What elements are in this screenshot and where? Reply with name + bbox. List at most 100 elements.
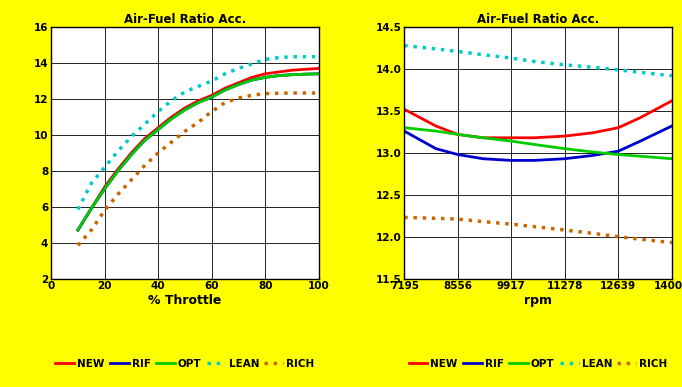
Legend: NEW, RIF, OPT, LEAN, RICH: NEW, RIF, OPT, LEAN, RICH — [55, 359, 314, 369]
RIF — [530, 158, 538, 163]
Line: OPT: OPT — [404, 128, 672, 159]
NEW — [507, 135, 516, 140]
NEW — [636, 115, 644, 120]
LEAN — [454, 49, 462, 54]
NEW — [432, 124, 440, 128]
NEW — [100, 185, 108, 189]
LEAN — [261, 57, 269, 62]
RICH — [301, 91, 310, 95]
NEW — [668, 99, 676, 103]
RIF — [636, 139, 644, 144]
RIF — [668, 124, 676, 128]
Title: Air-Fuel Ratio Acc.: Air-Fuel Ratio Acc. — [123, 13, 246, 26]
OPT — [614, 152, 623, 157]
Line: NEW: NEW — [78, 68, 318, 230]
NEW — [181, 106, 189, 110]
RIF — [614, 149, 623, 154]
RIF — [507, 158, 516, 163]
RICH — [235, 96, 243, 100]
LEAN — [636, 70, 644, 75]
RIF — [74, 228, 82, 233]
NEW — [221, 86, 229, 91]
Line: RIF: RIF — [404, 126, 672, 160]
Line: LEAN: LEAN — [78, 57, 318, 209]
RICH — [114, 192, 122, 197]
LEAN — [207, 79, 216, 83]
RIF — [432, 146, 440, 151]
NEW — [301, 67, 310, 72]
OPT — [288, 72, 296, 77]
LEAN — [235, 66, 243, 71]
LEAN — [668, 74, 676, 78]
OPT — [400, 125, 409, 130]
RIF — [235, 82, 243, 87]
NEW — [288, 68, 296, 72]
RICH — [454, 217, 462, 221]
NEW — [114, 167, 122, 171]
OPT — [221, 87, 229, 92]
RICH — [479, 219, 487, 224]
RIF — [314, 72, 323, 76]
RIF — [589, 153, 597, 158]
LEAN — [87, 181, 95, 186]
RIF — [248, 78, 256, 82]
LEAN — [248, 62, 256, 66]
RICH — [128, 178, 136, 182]
RICH — [154, 151, 162, 155]
NEW — [248, 75, 256, 80]
OPT — [507, 139, 516, 144]
RIF — [100, 187, 108, 191]
RIF — [140, 138, 149, 142]
NEW — [168, 115, 176, 119]
RICH — [100, 208, 108, 213]
LEAN — [74, 207, 82, 212]
OPT — [100, 187, 108, 191]
Line: RIF: RIF — [78, 74, 318, 230]
LEAN — [181, 89, 189, 94]
RIF — [154, 127, 162, 132]
RICH — [221, 100, 229, 105]
LEAN — [140, 122, 149, 127]
NEW — [261, 72, 269, 76]
LEAN — [221, 72, 229, 76]
OPT — [235, 82, 243, 87]
RIF — [301, 72, 310, 77]
OPT — [87, 206, 95, 211]
RICH — [74, 243, 82, 248]
RICH — [589, 231, 597, 236]
OPT — [74, 228, 82, 233]
RICH — [614, 235, 623, 239]
OPT — [181, 108, 189, 112]
OPT — [561, 146, 569, 151]
NEW — [479, 135, 487, 140]
Line: RICH: RICH — [78, 93, 318, 245]
Line: LEAN: LEAN — [404, 46, 672, 76]
NEW — [454, 132, 462, 137]
LEAN — [507, 56, 516, 60]
LEAN — [274, 55, 282, 60]
LEAN — [168, 98, 176, 103]
OPT — [154, 127, 162, 132]
RIF — [87, 206, 95, 211]
OPT — [636, 154, 644, 159]
LEAN — [479, 53, 487, 57]
OPT — [274, 73, 282, 78]
NEW — [140, 136, 149, 141]
LEAN — [400, 43, 409, 48]
RIF — [479, 156, 487, 161]
OPT — [314, 72, 323, 76]
RICH — [314, 91, 323, 95]
RICH — [507, 222, 516, 226]
NEW — [207, 93, 216, 98]
X-axis label: % Throttle: % Throttle — [148, 294, 222, 307]
LEAN — [154, 109, 162, 114]
RICH — [274, 91, 282, 96]
RICH — [248, 93, 256, 98]
NEW — [87, 206, 95, 211]
LEAN — [114, 149, 122, 153]
RIF — [114, 168, 122, 173]
OPT — [530, 142, 538, 147]
LEAN — [288, 55, 296, 59]
RICH — [207, 109, 216, 114]
RIF — [454, 152, 462, 157]
